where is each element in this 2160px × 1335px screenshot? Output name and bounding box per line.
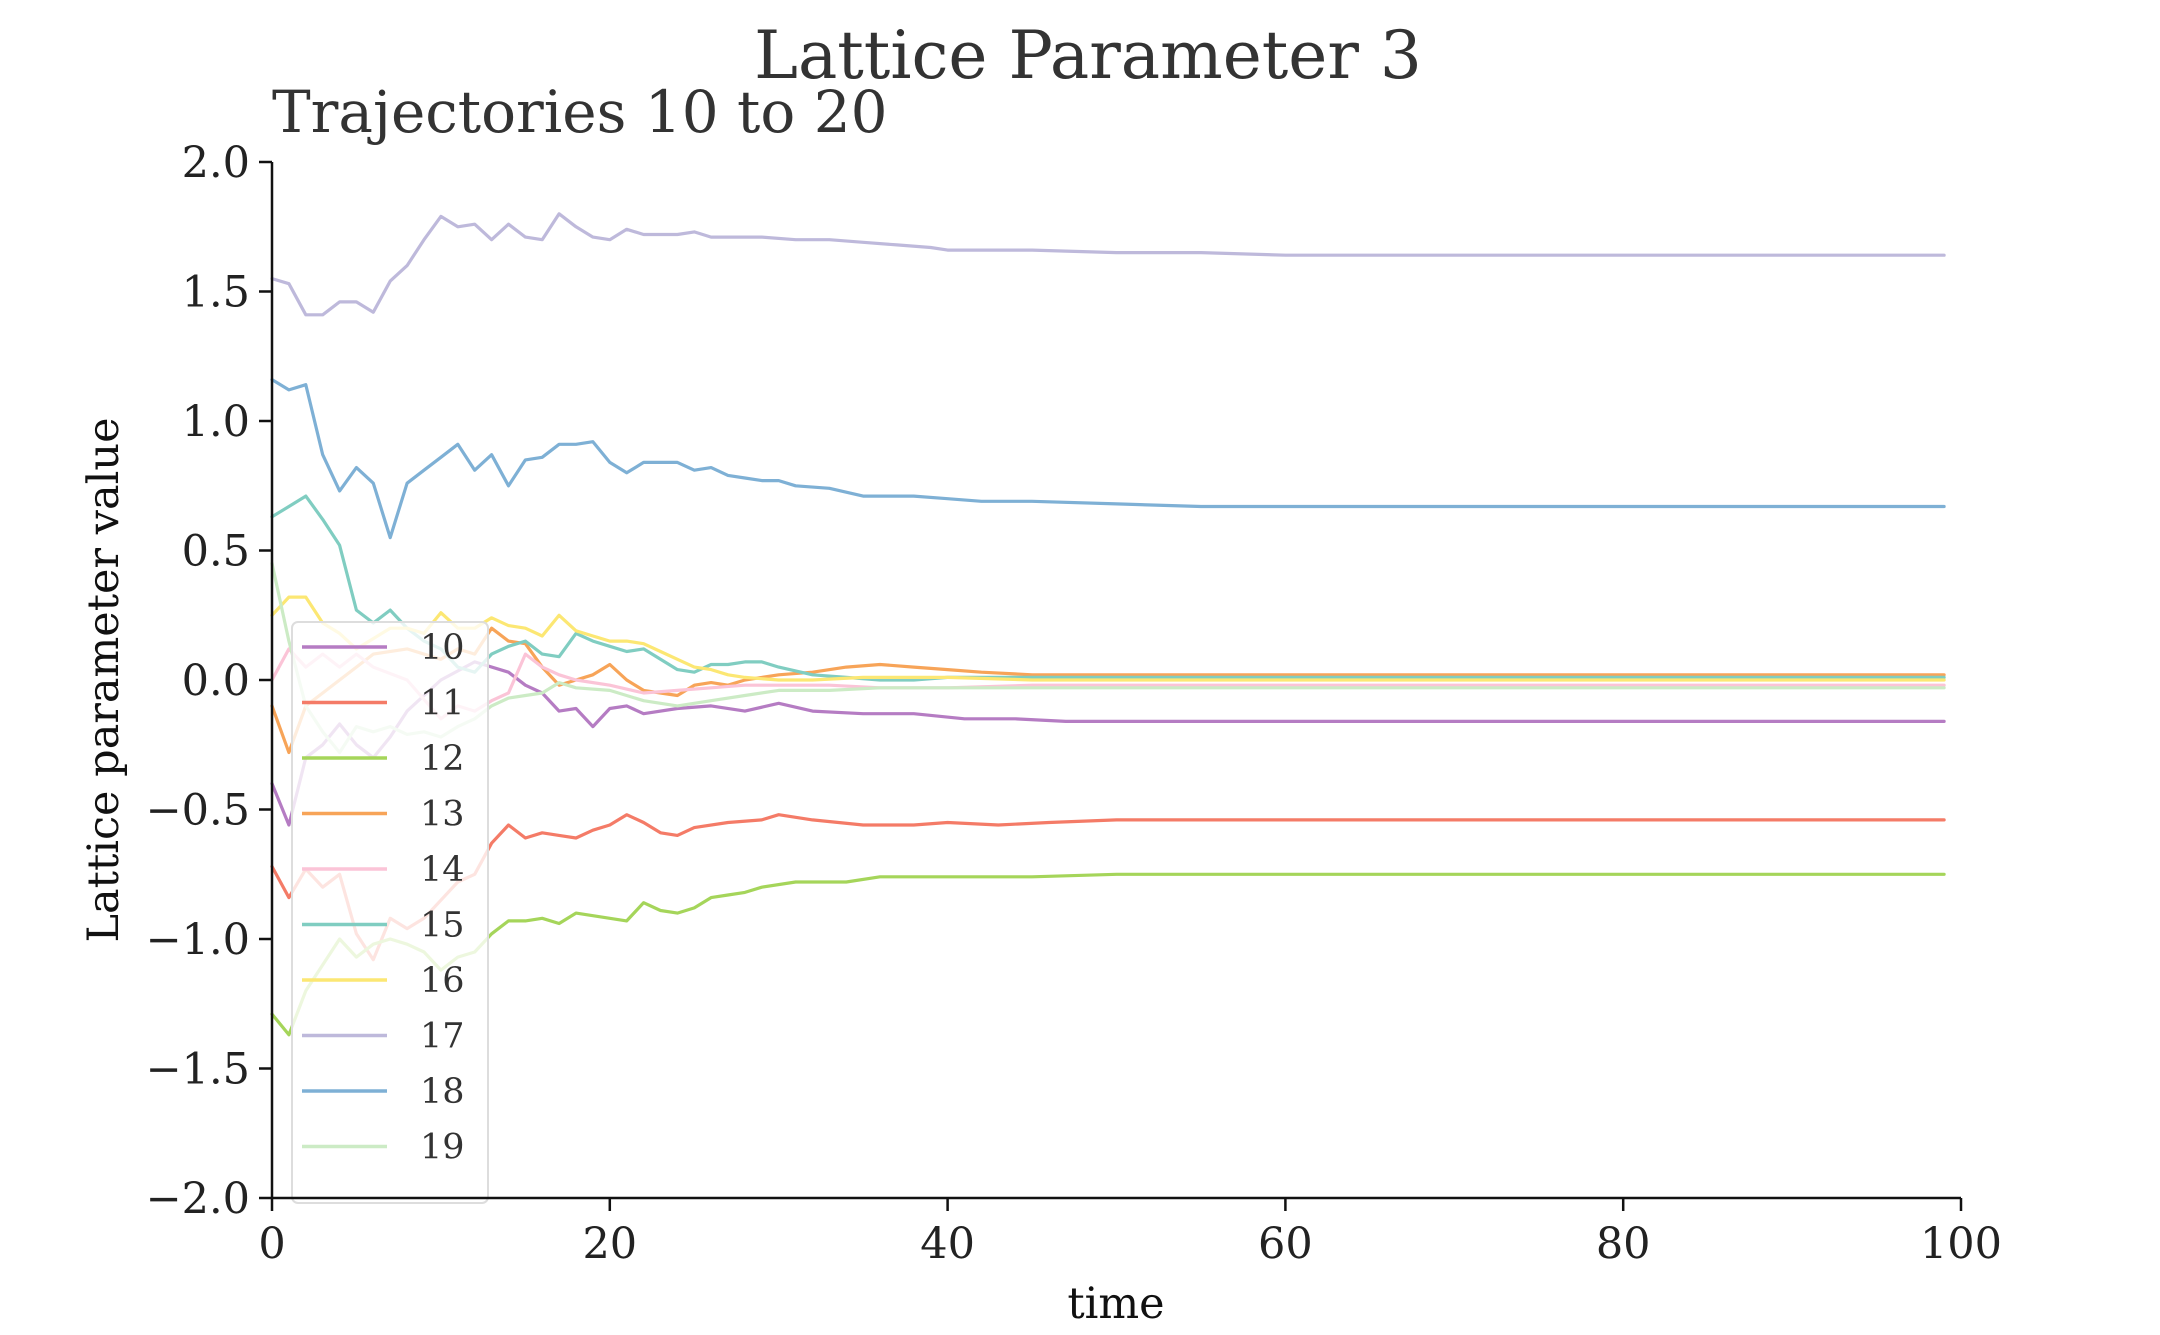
series-line-15 xyxy=(270,494,1946,682)
legend: 10 11 12 13 14 15 16 17 18 19 xyxy=(291,621,489,1204)
chart-title: Lattice Parameter 3 xyxy=(754,17,1422,94)
y-tick-label: 0.0 xyxy=(182,656,250,706)
x-tick-label: 0 xyxy=(258,1219,285,1269)
y-tick-label: −2.0 xyxy=(146,1174,250,1224)
y-tick-label: −1.0 xyxy=(146,915,250,965)
x-tick-label: 20 xyxy=(582,1219,637,1269)
legend-label-14: 14 xyxy=(420,850,465,890)
series-layer xyxy=(270,212,1946,1037)
series-line-13 xyxy=(270,626,1946,755)
series-line-11 xyxy=(270,813,1946,962)
y-tick-label: −0.5 xyxy=(146,786,250,836)
series-line-17 xyxy=(270,212,1946,317)
y-tick-label: 0.5 xyxy=(182,527,250,577)
chart-subtitle: Trajectories 10 to 20 xyxy=(272,78,888,146)
x-tick-label: 60 xyxy=(1258,1219,1313,1269)
legend-frame xyxy=(291,621,489,1204)
legend-label-15: 15 xyxy=(420,906,465,946)
y-tick-label: 1.5 xyxy=(182,268,250,318)
legend-label-18: 18 xyxy=(420,1072,465,1112)
legend-label-10: 10 xyxy=(420,628,465,668)
series-line-12 xyxy=(270,872,1946,1037)
series-line-16 xyxy=(270,595,1946,682)
legend-label-12: 12 xyxy=(420,739,465,779)
series-line-18 xyxy=(270,378,1946,540)
legend-label-19: 19 xyxy=(420,1128,465,1168)
legend-label-17: 17 xyxy=(420,1017,465,1057)
x-tick-label: 80 xyxy=(1596,1219,1651,1269)
y-tick-label: 1.0 xyxy=(182,397,250,447)
y-axis-label: Lattice parameter value xyxy=(79,417,129,942)
y-tick-label: −1.5 xyxy=(146,1045,250,1095)
legend-label-16: 16 xyxy=(420,961,465,1001)
x-tick-label: 100 xyxy=(1920,1219,2002,1269)
x-tick-label: 40 xyxy=(920,1219,975,1269)
x-axis-label: time xyxy=(1067,1279,1164,1329)
legend-label-11: 11 xyxy=(420,684,465,724)
ticks-layer: 0 20 40 60 80 100 2.0 1.5 1.0 0.5 0.0 −0.5 −1.0 −1.5 −… xyxy=(146,138,2002,1269)
legend-label-13: 13 xyxy=(420,795,465,835)
y-tick-label: 2.0 xyxy=(182,138,250,188)
